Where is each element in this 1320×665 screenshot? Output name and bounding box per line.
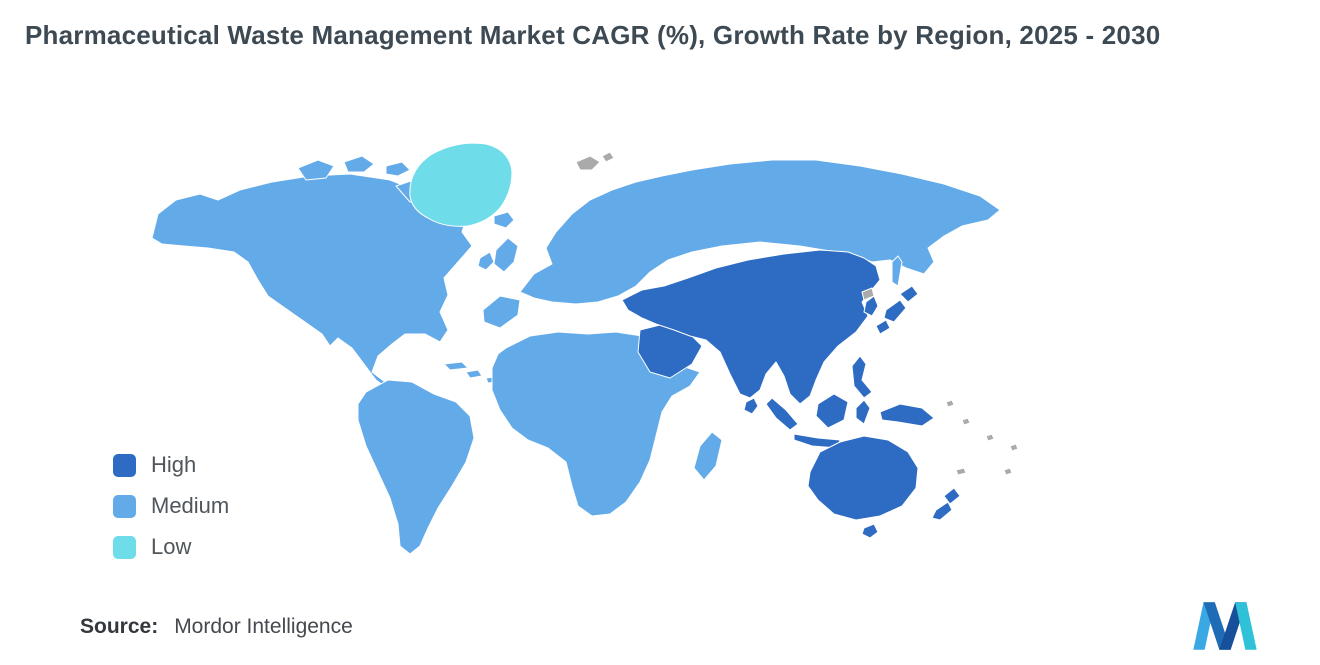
source-line: Source: Mordor Intelligence [80,615,353,639]
region-australia-new-zealand[interactable] [807,435,961,539]
region-caribbean[interactable] [443,361,497,384]
legend-swatch-high [113,453,136,477]
source-label: Source: [80,615,159,638]
region-africa[interactable] [491,331,723,517]
legend-label-high: High [151,452,197,477]
legend-item-medium: Medium [113,493,229,519]
legend-item-low: Low [113,534,229,560]
region-southeast-asia-islands[interactable] [765,355,935,449]
region-iceland[interactable] [493,211,515,229]
legend-item-high: High [113,452,229,478]
source-value: Mordor Intelligence [174,615,353,638]
region-no-data[interactable] [575,151,1019,476]
page-title: Pharmaceutical Waste Management Market C… [25,20,1161,50]
legend: High Medium Low [113,452,229,560]
legend-label-low: Low [151,534,192,559]
region-greenland[interactable] [409,142,513,227]
legend-swatch-low [113,535,136,559]
region-asia[interactable] [621,249,881,415]
mordor-intelligence-logo [1193,602,1257,650]
legend-label-medium: Medium [151,493,230,518]
legend-swatch-medium [113,494,136,518]
region-europe-russia[interactable] [477,159,1001,329]
region-south-america[interactable] [357,379,475,555]
region-japan[interactable] [875,285,919,335]
